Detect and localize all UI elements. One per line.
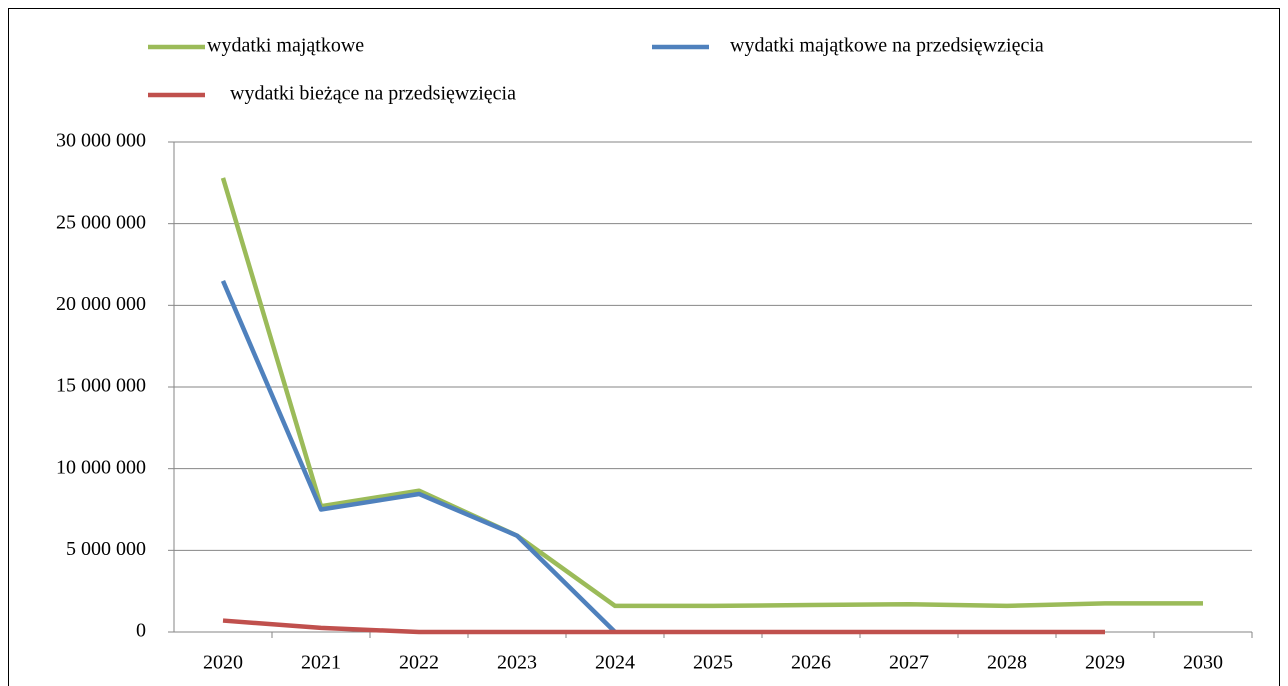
x-tick-label: 2028: [987, 652, 1027, 674]
chart-border: [8, 8, 1280, 686]
legend-label: wydatki majątkowe na przedsięwzięcia: [730, 35, 1044, 57]
y-tick-label: 15 000 000: [56, 375, 146, 397]
legend-label: wydatki majątkowe: [207, 35, 364, 57]
y-tick-label: 5 000 000: [66, 538, 146, 560]
x-tick-label: 2023: [497, 652, 537, 674]
x-tick-label: 2020: [203, 652, 243, 674]
y-tick-label: 25 000 000: [56, 211, 146, 233]
x-tick-label: 2029: [1085, 652, 1125, 674]
y-tick-label: 0: [136, 620, 146, 642]
x-tick-label: 2027: [889, 652, 929, 674]
series-line: [222, 618, 1105, 635]
legend-label: wydatki bieżące na przedsięwzięcia: [230, 83, 516, 105]
y-tick-label: 20 000 000: [56, 293, 146, 315]
series-line: [220, 279, 617, 634]
y-tick-label: 10 000 000: [56, 456, 146, 478]
x-tick-label: 2021: [301, 652, 341, 674]
x-tick-label: 2022: [399, 652, 439, 674]
series-line: [220, 177, 1203, 609]
x-tick-label: 2026: [791, 652, 831, 674]
y-tick-label: 30 000 000: [56, 130, 146, 152]
x-tick-label: 2024: [595, 652, 635, 674]
x-tick-label: 2025: [693, 652, 733, 674]
x-tick-label: 2030: [1183, 652, 1223, 674]
